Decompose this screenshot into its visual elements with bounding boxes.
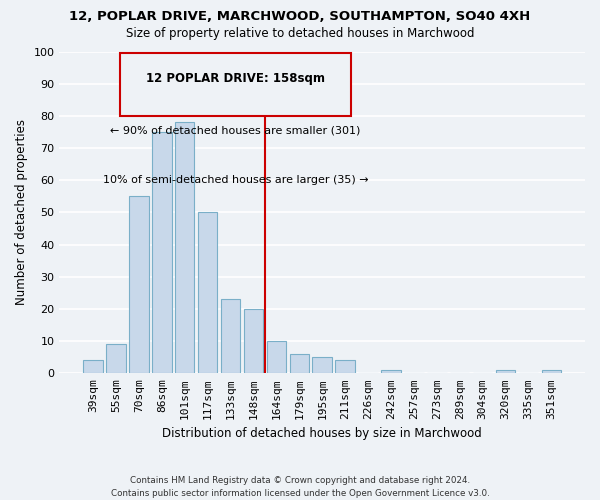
Text: 12 POPLAR DRIVE: 158sqm: 12 POPLAR DRIVE: 158sqm [146,72,325,86]
Bar [542,370,561,374]
Bar [313,357,332,374]
Bar [106,344,126,374]
Bar [266,341,286,374]
X-axis label: Distribution of detached houses by size in Marchwood: Distribution of detached houses by size … [163,427,482,440]
Text: 12, POPLAR DRIVE, MARCHWOOD, SOUTHAMPTON, SO40 4XH: 12, POPLAR DRIVE, MARCHWOOD, SOUTHAMPTON… [70,10,530,23]
Bar [129,196,149,374]
Bar [335,360,355,374]
Text: Size of property relative to detached houses in Marchwood: Size of property relative to detached ho… [126,28,474,40]
Text: ← 90% of detached houses are smaller (301): ← 90% of detached houses are smaller (30… [110,126,361,136]
Bar [290,354,309,374]
Bar [496,370,515,374]
Bar [221,300,240,374]
FancyBboxPatch shape [120,53,351,116]
Bar [198,212,217,374]
Y-axis label: Number of detached properties: Number of detached properties [15,120,28,306]
Bar [244,309,263,374]
Bar [175,122,194,374]
Text: 10% of semi-detached houses are larger (35) →: 10% of semi-detached houses are larger (… [103,176,368,186]
Bar [381,370,401,374]
Bar [152,132,172,374]
Bar [83,360,103,374]
Text: Contains HM Land Registry data © Crown copyright and database right 2024.
Contai: Contains HM Land Registry data © Crown c… [110,476,490,498]
